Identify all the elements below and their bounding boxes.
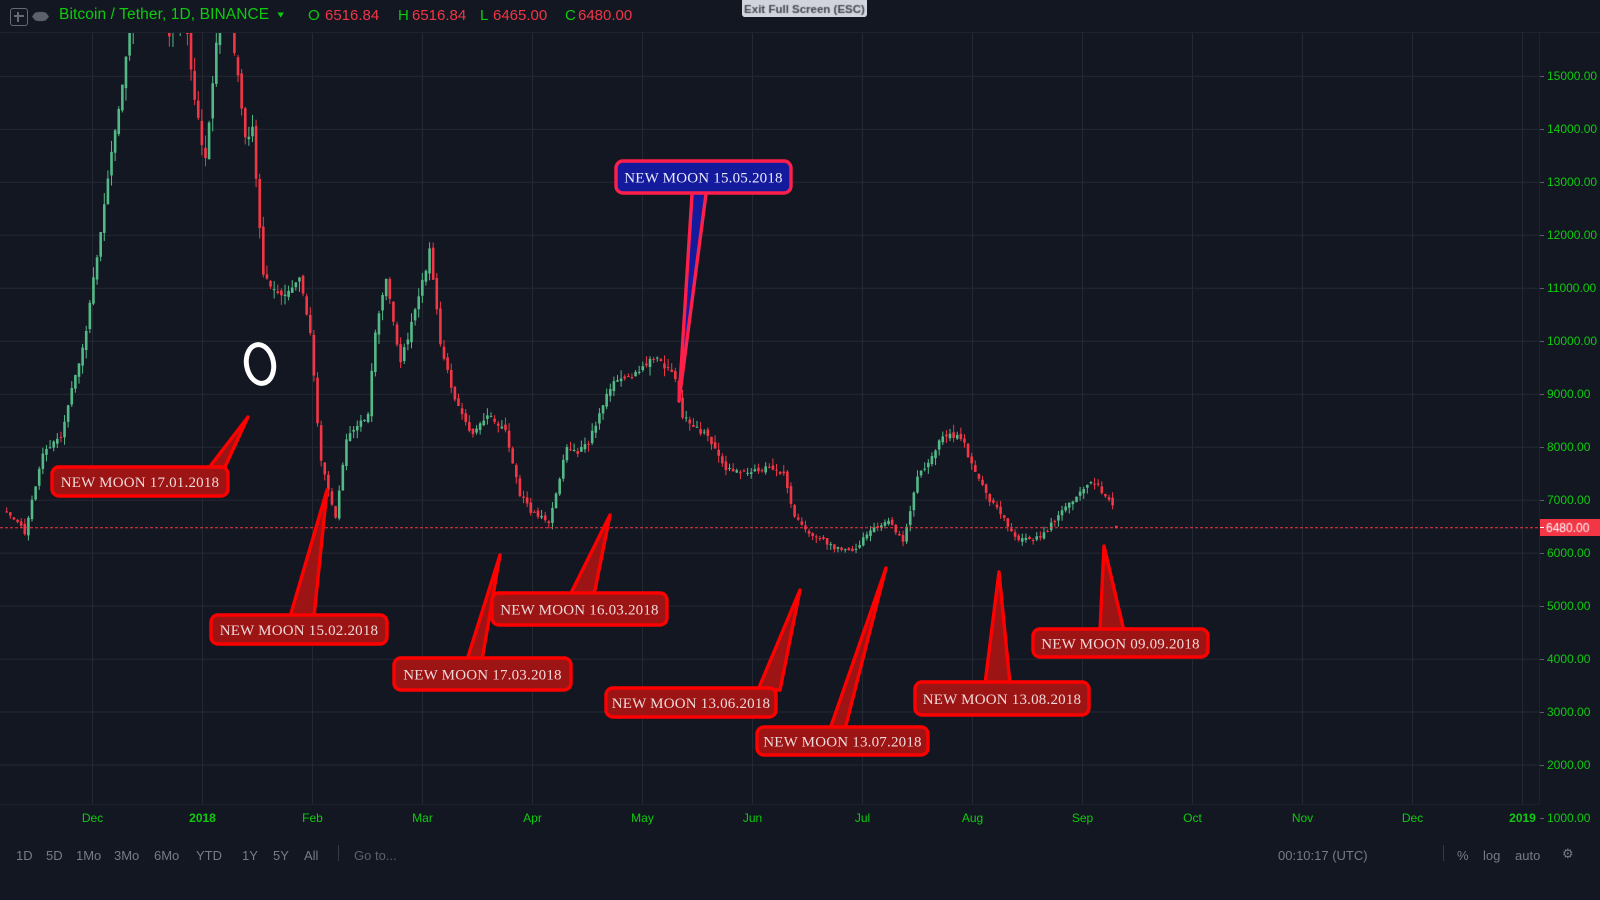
svg-text:NEW MOON 13.08.2018: NEW MOON 13.08.2018 — [923, 692, 1082, 708]
svg-text:NEW MOON 17.01.2018: NEW MOON 17.01.2018 — [61, 475, 220, 491]
svg-text:NEW MOON 17.03.2018: NEW MOON 17.03.2018 — [403, 667, 562, 683]
svg-text:NEW MOON 13.07.2018: NEW MOON 13.07.2018 — [763, 734, 922, 750]
svg-text:NEW MOON 09.09.2018: NEW MOON 09.09.2018 — [1041, 636, 1200, 652]
svg-text:NEW MOON 16.03.2018: NEW MOON 16.03.2018 — [500, 602, 659, 618]
svg-text:NEW MOON 15.02.2018: NEW MOON 15.02.2018 — [220, 623, 379, 639]
svg-text:NEW MOON 13.06.2018: NEW MOON 13.06.2018 — [612, 696, 771, 712]
svg-text:NEW MOON 15.05.2018: NEW MOON 15.05.2018 — [624, 170, 783, 186]
